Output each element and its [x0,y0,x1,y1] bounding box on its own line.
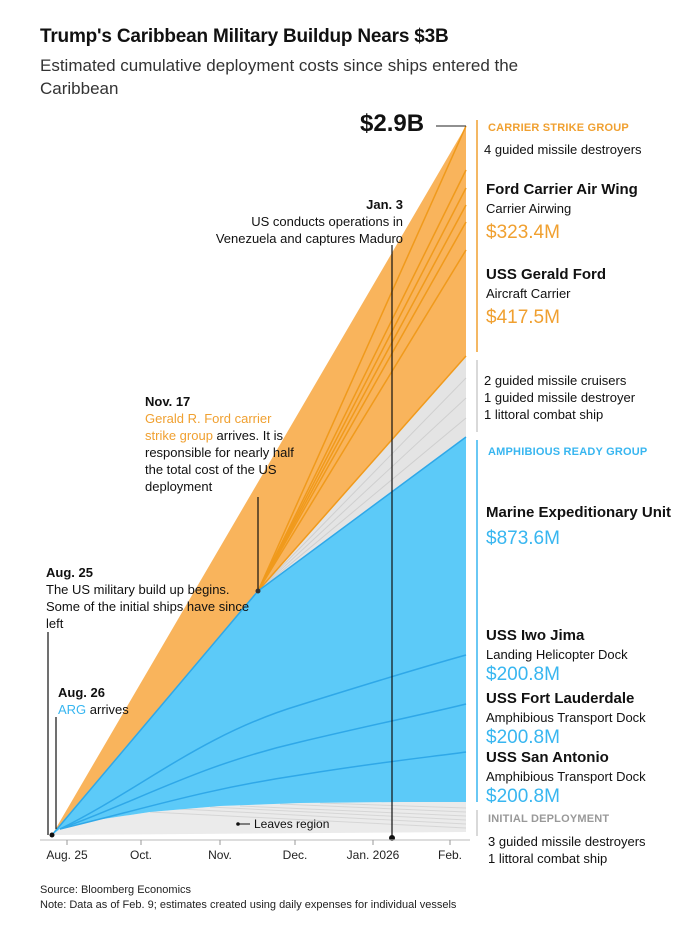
legend-san-antonio: USS San Antonio Amphibious Transport Doc… [486,748,691,809]
footer: Source: Bloomberg Economics Note: Data a… [40,883,456,913]
x-tick-label: Dec. [283,848,308,862]
group-brackets [436,120,478,836]
line-fort-lauderdale [59,703,467,830]
ship-cost: $873.6M [486,528,560,549]
initial-group-header: INITIAL DEPLOYMENT [488,813,610,825]
x-tick-label: Jan. 2026 [347,848,400,862]
amphibious-area [52,437,466,835]
line-gerald-ford [257,249,467,592]
ship-type: Landing Helicopter Dock [486,647,628,662]
leaves-region-hatch [149,802,467,829]
amphibious-group-header: AMPHIBIOUS READY GROUP [488,446,648,458]
other-vessels-lines [257,377,467,592]
other-line: 2 guided missile cruisers [484,373,627,388]
ship-name: USS San Antonio [486,749,609,766]
nov17-text: arrives. It is responsible for nearly ha… [145,428,294,494]
ship-cost: $200.8M [486,727,560,748]
ship-cost: $417.5M [486,307,560,328]
aug25-marker [49,832,55,838]
chart-subtitle: Estimated cumulative deployment costs si… [40,56,519,98]
ship-type: Carrier Airwing [486,201,572,216]
x-tick-label: Nov. [208,848,232,862]
carrier-area [52,126,466,835]
legend-gerald-ford: USS Gerald Ford Aircraft Carrier $417.5M [486,265,691,330]
annotation-nov17: Nov. 17 Gerald R. Ford carrier strike gr… [145,393,305,495]
ship-name: USS Iwo Jima [486,627,585,644]
nov17-marker [255,588,261,594]
legend-fort-lauderdale: USS Fort Lauderdale Amphibious Transport… [486,689,691,750]
line-destroyer-4 [257,221,467,592]
initial-line: 3 guided missile destroyers [488,834,646,849]
nov17-highlight: Gerald R. Ford carrier strike group [145,411,272,443]
x-axis-ticks: Aug. 25 Oct. Nov. Dec. Jan. 2026 Feb. [46,840,462,862]
aug26-highlight: ARG [58,702,87,717]
line-san-antonio [59,751,467,830]
other-line: 1 guided missile destroyer [484,390,636,405]
ship-name: USS Gerald Ford [486,266,607,283]
other-line: 1 littoral combat ship [484,407,604,422]
line-destroyer-3 [257,204,467,592]
source-note: Source: Bloomberg Economics [40,884,192,896]
line-carrier-base [257,355,467,592]
annotation-jan3: Jan. 3 US conducts operations in Venezue… [190,196,403,247]
data-note: Note: Data as of Feb. 9; estimates creat… [40,899,457,911]
ship-cost: $200.8M [486,786,560,807]
legend-marine-expeditionary-unit: Marine Expeditionary Unit $873.6M [486,503,686,551]
x-tick-label: Feb. [438,848,462,862]
total-label: $2.9B [360,110,425,137]
ship-name: Marine Expeditionary Unit [486,504,672,521]
jan3-text: US conducts operations in Venezuela and … [215,214,403,246]
leaves-pointer-dot [236,822,240,826]
ship-name: Ford Carrier Air Wing [486,181,638,198]
aug25-date: Aug. 25 [46,565,93,580]
initial-deployment-area [52,802,466,835]
carrier-group-header: CARRIER STRIKE GROUP [488,122,629,134]
ship-cost: $200.8M [486,664,560,685]
ship-type: Amphibious Transport Dock [486,769,646,784]
initial-line: 1 littoral combat ship [488,851,608,866]
aug26-date: Aug. 26 [58,685,105,700]
line-ford-air-wing [257,125,467,592]
line-iwo-jima [59,654,467,830]
jan3-date: Jan. 3 [366,197,403,212]
annotation-aug26: Aug. 26 ARG arrives [58,684,208,718]
x-tick-label: Aug. 25 [46,848,88,862]
ship-type: Amphibious Transport Dock [486,710,646,725]
carrier-series-lines [257,125,467,592]
legend-ford-air-wing: Ford Carrier Air Wing Carrier Airwing $3… [486,180,691,245]
annotation-leaders [47,245,393,838]
aug26-text: arrives [86,702,129,717]
aug25-text: The US military build up begins. Some of… [46,582,250,631]
line-destroyer-2 [257,187,467,592]
annotation-aug25: Aug. 25 The US military build up begins.… [46,564,256,632]
x-tick-label: Oct. [130,848,152,862]
ship-cost: $323.4M [486,222,560,243]
nov17-date: Nov. 17 [145,394,191,409]
ship-name: USS Fort Lauderdale [486,690,635,707]
leaves-region-label: Leaves region [254,817,330,831]
chart-title: Trump's Caribbean Military Buildup Nears… [40,26,449,47]
initial-vessels-list: 3 guided missile destroyers 1 littoral c… [488,833,646,867]
line-destroyer-1 [257,169,467,592]
carrier-destroyers: 4 guided missile destroyers [484,142,642,157]
legend-iwo-jima: USS Iwo Jima Landing Helicopter Dock $20… [486,626,691,687]
other-vessels-list: 2 guided missile cruisers 1 guided missi… [484,372,635,423]
ship-type: Aircraft Carrier [486,286,571,301]
